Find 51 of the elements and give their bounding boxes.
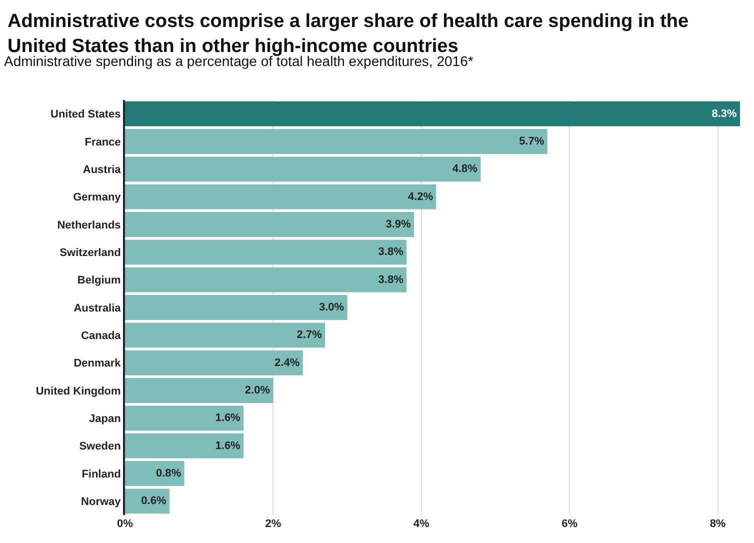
bar <box>125 461 184 486</box>
data-label: 5.7% <box>519 136 544 148</box>
bar <box>125 488 170 514</box>
y-tick-label: Norway <box>81 496 122 508</box>
y-tick-label: Japan <box>89 413 122 426</box>
y-tick-label: United Kingdom <box>36 385 122 398</box>
bar <box>125 156 481 182</box>
data-label: 3.8% <box>378 246 404 258</box>
y-tick-label: Switzerland <box>60 247 121 260</box>
data-label: 0.6% <box>141 495 166 508</box>
data-label: 3.0% <box>319 302 344 314</box>
y-tick-label: Sweden <box>79 440 122 453</box>
bar <box>125 295 348 320</box>
x-tick-label: 0% <box>117 518 134 530</box>
y-tick-label: Australia <box>74 302 122 314</box>
data-label: 0.8% <box>156 468 182 480</box>
bar <box>125 322 326 348</box>
bar <box>125 433 244 458</box>
data-label: 2.4% <box>274 356 300 369</box>
data-label: 3.9% <box>386 218 411 230</box>
data-label: 4.8% <box>452 163 478 176</box>
data-label: 2.0% <box>244 384 270 396</box>
y-tick-label: Denmark <box>74 358 122 370</box>
bar <box>125 184 436 210</box>
y-tick-label: Canada <box>81 330 122 342</box>
y-tick-label: Germany <box>73 192 122 204</box>
x-tick-label: 4% <box>413 518 430 530</box>
data-label: 8.3% <box>712 108 737 120</box>
bar <box>125 129 548 154</box>
bar <box>125 350 303 376</box>
y-tick-label: Austria <box>82 164 122 176</box>
bar <box>125 378 274 403</box>
y-tick-label: United States <box>50 108 121 121</box>
bar <box>125 267 407 292</box>
y-tick-label: Netherlands <box>57 219 121 232</box>
chart-title: Administrative costs comprise a larger share of health care spending in the United States than in other high-income countries <box>8 11 689 57</box>
bar <box>125 101 740 126</box>
y-tick-label: Finland <box>82 468 121 480</box>
data-label: 1.6% <box>215 440 241 452</box>
bar <box>125 212 414 237</box>
data-label: 3.8% <box>378 274 404 286</box>
bar <box>125 406 244 431</box>
y-tick-label: France <box>84 136 121 148</box>
data-label: 1.6% <box>215 412 241 424</box>
x-tick-label: 6% <box>562 518 578 530</box>
bar <box>125 240 407 265</box>
x-tick-label: 2% <box>265 518 282 530</box>
data-label: 2.7% <box>296 329 322 342</box>
data-label: 4.2% <box>408 190 434 203</box>
y-tick-label: Belgium <box>77 274 122 287</box>
x-tick-label: 8% <box>710 518 726 530</box>
